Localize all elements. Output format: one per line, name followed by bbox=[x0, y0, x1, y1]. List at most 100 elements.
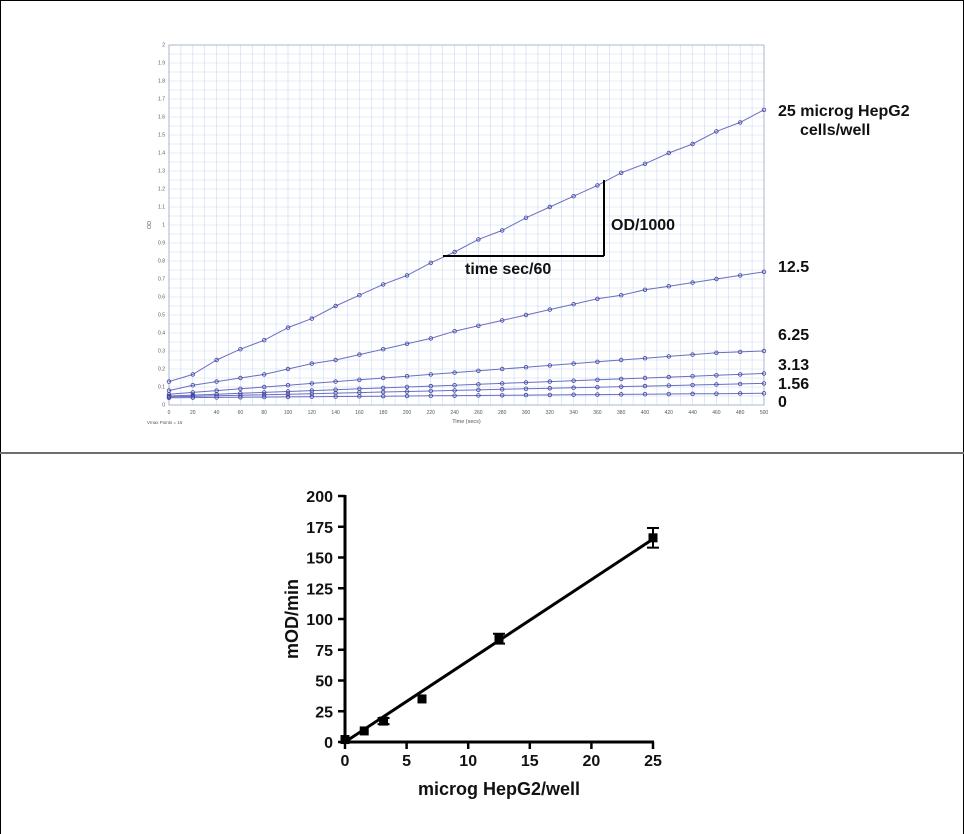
series-point bbox=[547, 392, 552, 398]
series-point bbox=[690, 391, 695, 397]
x-tick-label: 460 bbox=[712, 410, 721, 416]
y-tick-label: 1 bbox=[162, 223, 165, 229]
x-tick-label: 200 bbox=[403, 410, 412, 416]
series-point bbox=[500, 393, 505, 398]
series-point bbox=[428, 388, 433, 394]
y-tick-label: 0.2 bbox=[158, 367, 165, 373]
series-point bbox=[761, 381, 767, 386]
series-point bbox=[476, 368, 481, 373]
series-point bbox=[404, 384, 410, 390]
series-point bbox=[190, 383, 195, 388]
series-point bbox=[619, 357, 624, 363]
slope-horizontal-annotation: time sec/60 bbox=[465, 261, 551, 278]
y-tick-label: 1.8 bbox=[158, 79, 165, 85]
series-point bbox=[333, 394, 338, 399]
y-axis-label: OD bbox=[147, 221, 153, 229]
series-point bbox=[404, 389, 410, 394]
series-point bbox=[309, 381, 314, 386]
x-tick-label: 80 bbox=[261, 410, 267, 416]
series-point bbox=[571, 302, 576, 307]
series-point bbox=[523, 386, 529, 391]
series-point bbox=[309, 316, 314, 321]
series-point bbox=[309, 394, 314, 399]
x-tick-label: 360 bbox=[593, 410, 602, 416]
series-point bbox=[571, 392, 576, 397]
series-point bbox=[404, 393, 410, 399]
series-point bbox=[452, 383, 457, 388]
x-tick-label: 0 bbox=[168, 410, 171, 416]
series-point bbox=[500, 381, 505, 386]
series-line bbox=[168, 271, 765, 392]
series-point bbox=[190, 395, 195, 400]
y-tick-label: 0.7 bbox=[158, 277, 165, 283]
series-point bbox=[500, 366, 505, 372]
x-tick-label: 220 bbox=[427, 410, 436, 416]
y-tick-label: 0.6 bbox=[158, 295, 165, 301]
footer-note: Vmax Points = 16 bbox=[147, 420, 183, 425]
series-point bbox=[404, 341, 410, 346]
series-point bbox=[309, 388, 314, 393]
series-point bbox=[523, 380, 529, 385]
series-point bbox=[285, 383, 291, 388]
series-point bbox=[285, 325, 291, 330]
series-point bbox=[666, 284, 671, 289]
y-tick-label: 0.8 bbox=[158, 259, 165, 265]
series-line bbox=[168, 382, 765, 398]
y-tick-label: 2 bbox=[162, 43, 165, 49]
x-tick-label: 400 bbox=[641, 410, 650, 416]
x-tick-label: 40 bbox=[214, 410, 220, 416]
series-point bbox=[428, 336, 433, 341]
y-tick-label: 1.4 bbox=[158, 151, 165, 157]
series-point bbox=[714, 350, 719, 355]
x-tick-label: 160 bbox=[355, 410, 364, 416]
x-tick-label: 380 bbox=[617, 410, 626, 416]
series-point bbox=[476, 382, 481, 387]
series-point bbox=[500, 228, 505, 233]
series-point bbox=[738, 349, 743, 355]
series-point bbox=[547, 386, 552, 391]
series-point bbox=[357, 352, 362, 357]
plot-area-border bbox=[168, 44, 765, 406]
series-point bbox=[309, 361, 314, 366]
series-point bbox=[571, 361, 576, 366]
series-label: 0 bbox=[778, 394, 787, 411]
series-point bbox=[761, 391, 767, 396]
series-point bbox=[452, 393, 457, 398]
series-point bbox=[238, 375, 243, 381]
series-point bbox=[738, 381, 743, 387]
series-point bbox=[642, 287, 648, 292]
series-point bbox=[381, 385, 386, 391]
series-point bbox=[333, 379, 338, 384]
series-point bbox=[738, 391, 743, 396]
x-tick-label: 20 bbox=[190, 410, 196, 416]
series-point bbox=[595, 296, 600, 301]
series-point bbox=[214, 379, 219, 384]
series-point bbox=[333, 357, 338, 363]
x-tick-label: 280 bbox=[498, 410, 507, 416]
y-tick-label: 0.3 bbox=[158, 349, 165, 355]
series-point bbox=[523, 392, 529, 398]
series-point bbox=[666, 383, 671, 388]
series-point bbox=[285, 366, 291, 372]
y-tick-label: 0.5 bbox=[158, 313, 165, 319]
series-point bbox=[738, 372, 743, 377]
series-point bbox=[619, 170, 624, 175]
x-tick-label: 260 bbox=[474, 410, 483, 416]
series-point bbox=[262, 384, 267, 390]
series-point bbox=[262, 338, 267, 343]
series-point bbox=[571, 378, 576, 383]
series-point bbox=[666, 354, 671, 359]
series-point bbox=[214, 357, 219, 363]
y-tick-label: 1.1 bbox=[158, 205, 165, 211]
series-point bbox=[666, 374, 671, 380]
series-point bbox=[761, 371, 767, 376]
series-point bbox=[285, 394, 291, 400]
series-point bbox=[476, 393, 481, 398]
y-tick-label: 0.1 bbox=[158, 385, 165, 391]
series-point bbox=[690, 141, 695, 147]
series-point bbox=[452, 388, 457, 393]
series-point bbox=[690, 280, 695, 285]
series-point bbox=[595, 359, 600, 364]
series-point bbox=[595, 392, 600, 397]
series-point bbox=[666, 150, 671, 156]
